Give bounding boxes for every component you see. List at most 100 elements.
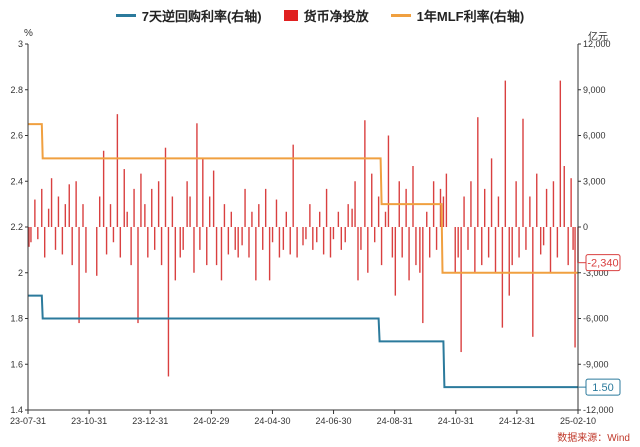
net-injection-bar (189, 196, 191, 227)
net-injection-bar (227, 227, 230, 255)
legend-item-reverse-repo[interactable]: 7天逆回购利率(右轴) (115, 6, 262, 25)
net-injection-bar (47, 208, 50, 227)
net-injection-bar (126, 211, 128, 227)
net-injection-bar (477, 117, 479, 227)
left-tick-label: 2.2 (10, 222, 23, 232)
legend-item-net-injection[interactable]: 货币净投放 (283, 6, 369, 25)
net-injection-bar (282, 227, 285, 250)
left-tick-label: 2.4 (10, 176, 23, 186)
net-injection-bar (408, 227, 410, 281)
net-injection-bar (405, 188, 407, 227)
net-injection-bar (85, 227, 87, 273)
net-injection-bar (494, 227, 497, 273)
right-tick-label: -12,000 (583, 405, 614, 415)
net-injection-bar (511, 227, 513, 266)
net-injection-bar (206, 227, 208, 266)
net-injection-bar (123, 169, 125, 227)
legend-item-mlf[interactable]: 1年MLF利率(右轴) (390, 6, 524, 25)
net-injection-bar (572, 227, 574, 250)
net-injection-bar (367, 227, 369, 273)
net-injection-bar (202, 158, 204, 227)
net-injection-bar (474, 227, 476, 273)
net-injection-bar (251, 211, 253, 227)
net-injection-bar (329, 227, 332, 258)
left-tick-label: 2.8 (10, 85, 23, 95)
net-injection-bar (157, 181, 160, 227)
net-injection-bar (28, 227, 30, 247)
net-injection-bar (415, 227, 417, 266)
net-injection-bar (380, 227, 383, 266)
net-injection-bar (199, 227, 201, 250)
net-injection-bar (536, 173, 538, 227)
net-injection-bar (285, 211, 288, 227)
annotation-box (585, 378, 621, 396)
legend-label-reverse-repo: 7天逆回购利率(右轴) (141, 9, 262, 24)
net-injection-bar (264, 188, 267, 227)
net-injection-bar (78, 227, 80, 324)
x-tick-label: 24-12-31 (499, 416, 535, 426)
net-injection-bar (360, 227, 362, 250)
net-injection-bar (371, 173, 373, 227)
left-tick-label: 3 (18, 39, 23, 49)
reverse-repo-line (28, 294, 578, 389)
net-injection-bar (525, 227, 527, 250)
right-tick-label: -9,000 (583, 359, 609, 369)
net-injection-bar (82, 204, 84, 227)
net-injection-bar (234, 227, 236, 250)
net-injection-bar (347, 204, 349, 227)
right-tick-label: 0 (583, 222, 588, 232)
net-injection-bar (289, 227, 291, 255)
net-injection-bar (322, 227, 325, 255)
net-injection-bar (186, 181, 188, 227)
right-tick-label: 12,000 (583, 39, 611, 49)
net-injection-bar (556, 227, 559, 258)
net-injection-bar (182, 227, 184, 250)
net-injection-bar (171, 196, 174, 227)
net-injection-bar (153, 227, 156, 250)
net-injection-bar (71, 227, 73, 266)
net-injection-bar (105, 227, 108, 255)
legend: 7天逆回购利率(右轴) 货币净投放 1年MLF利率(右轴) (0, 6, 640, 25)
net-injection-bar (230, 211, 233, 227)
net-injection-bar (412, 166, 414, 227)
net-injection-bar (302, 227, 304, 246)
net-injection-bar (515, 181, 517, 227)
net-injection-bar (271, 227, 274, 243)
net-injection-bar (529, 196, 531, 227)
net-injection-bar (43, 227, 46, 258)
net-injection-bar (394, 227, 397, 296)
source-note: 数据来源：Wind (557, 433, 630, 444)
net-injection-bar (133, 188, 135, 227)
left-tick-label: 2 (18, 268, 23, 278)
net-injection-bar (50, 178, 53, 227)
net-injection-bar (109, 204, 112, 227)
net-injection-bar (147, 227, 149, 258)
legend-label-net-injection: 货币净投放 (303, 9, 369, 24)
net-injection-bar (258, 204, 260, 227)
net-injection-bar (102, 150, 105, 227)
net-injection-bar (244, 188, 246, 227)
x-tick-label: 23-10-31 (71, 416, 107, 426)
net-injection-bar (37, 227, 39, 240)
net-injection-bar (68, 184, 70, 227)
net-injection-bar (559, 80, 562, 227)
net-injection-bar (435, 227, 438, 250)
net-injection-bar (144, 204, 146, 227)
net-injection-bar (504, 80, 507, 227)
net-injection-bar (316, 227, 318, 243)
net-injection-bar (268, 227, 271, 281)
net-injection-bar (377, 196, 380, 227)
net-injection-bar (549, 227, 552, 273)
net-injection-bar (522, 118, 524, 227)
net-injection-bar (470, 181, 472, 227)
right-tick-label: -3,000 (583, 268, 609, 278)
net-injection-bar (344, 227, 346, 243)
net-injection-bar (318, 211, 321, 227)
annotations: -2,340 1.50 (578, 254, 621, 396)
net-injection-bar (119, 227, 122, 258)
net-injection-bar (41, 188, 43, 227)
left-tick-label: 2.6 (10, 131, 23, 141)
x-tick-label: 24-04-30 (254, 416, 290, 426)
net-injection-bar (241, 227, 243, 246)
net-injection-bar (262, 227, 264, 250)
